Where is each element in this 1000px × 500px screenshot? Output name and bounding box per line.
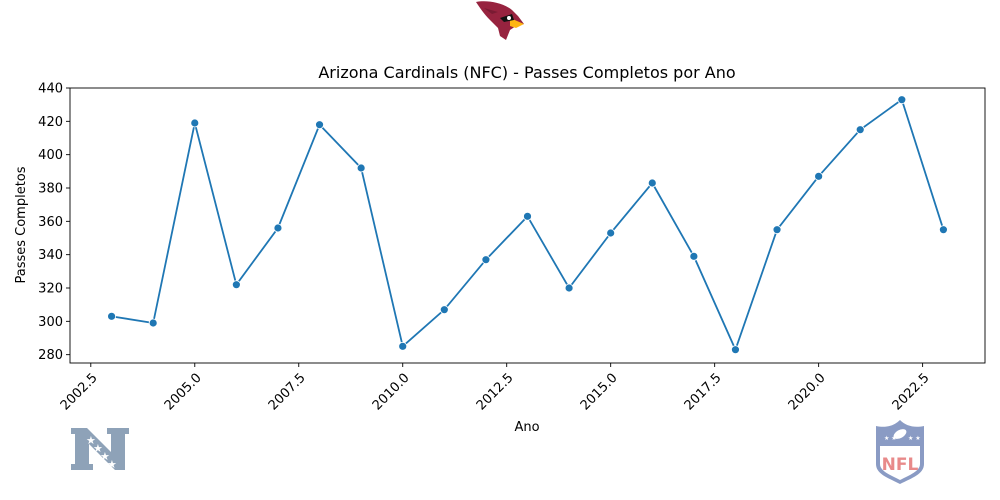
- plot-area: [69, 87, 986, 364]
- data-point: [231, 280, 241, 290]
- y-tick-label: 400: [38, 148, 63, 163]
- x-tick-label: 2007.5: [266, 371, 309, 414]
- svg-text:★ ★: ★ ★: [908, 435, 921, 442]
- data-point: [148, 318, 158, 328]
- data-point: [647, 178, 657, 188]
- series-line: [111, 98, 945, 353]
- svg-text:★: ★: [100, 450, 110, 463]
- x-tick-label: 2022.5: [890, 371, 933, 414]
- nfl-shield-logo: ★ ★ ★ ★ NFL: [876, 420, 924, 484]
- x-tick-label: 2020.0: [786, 371, 829, 414]
- svg-text:★: ★: [86, 434, 96, 447]
- data-point: [398, 341, 408, 351]
- data-point: [689, 251, 699, 261]
- data-point: [315, 120, 324, 130]
- data-point: [564, 283, 574, 293]
- data-point: [107, 311, 116, 321]
- cardinal-head-logo: [476, 1, 524, 40]
- data-point: [273, 223, 283, 233]
- y-tick-label: 380: [38, 182, 63, 197]
- data-point: [855, 125, 865, 135]
- data-point: [481, 255, 491, 265]
- x-axis-label: Ano: [514, 420, 539, 435]
- chart-title: Arizona Cardinals (NFC) - Passes Complet…: [318, 63, 735, 82]
- x-tick-label: 2005.0: [162, 371, 205, 414]
- y-tick-label: 320: [38, 282, 63, 297]
- data-point: [731, 345, 740, 355]
- svg-text:★ ★: ★ ★: [884, 435, 897, 442]
- x-tick-label: 2017.5: [682, 371, 725, 414]
- x-tick-label: 2002.5: [58, 371, 101, 414]
- data-point: [814, 171, 824, 181]
- data-point: [772, 225, 782, 235]
- data-point: [606, 228, 616, 238]
- y-tick-label: 280: [38, 348, 63, 363]
- x-tick-label: 2015.0: [578, 371, 621, 414]
- y-tick-label: 420: [38, 115, 63, 130]
- y-tick-label: 360: [38, 215, 63, 230]
- y-tick-label: 440: [38, 82, 63, 97]
- y-axis-label: Passes Completos: [14, 166, 29, 283]
- y-tick-label: 340: [38, 248, 63, 263]
- data-point: [939, 225, 948, 235]
- data-point: [439, 305, 449, 315]
- x-tick-label: 2010.0: [370, 371, 413, 414]
- svg-text:★: ★: [93, 442, 103, 455]
- svg-text:NFL: NFL: [882, 455, 919, 475]
- data-point: [190, 118, 200, 128]
- y-tick-label: 300: [38, 315, 63, 330]
- nfc-logo: ★ ★ ★ ★: [71, 428, 129, 471]
- data-point: [897, 95, 907, 105]
- data-point: [523, 211, 532, 221]
- x-tick-label: 2012.5: [474, 371, 517, 414]
- data-point: [356, 163, 366, 173]
- svg-text:★: ★: [107, 458, 117, 471]
